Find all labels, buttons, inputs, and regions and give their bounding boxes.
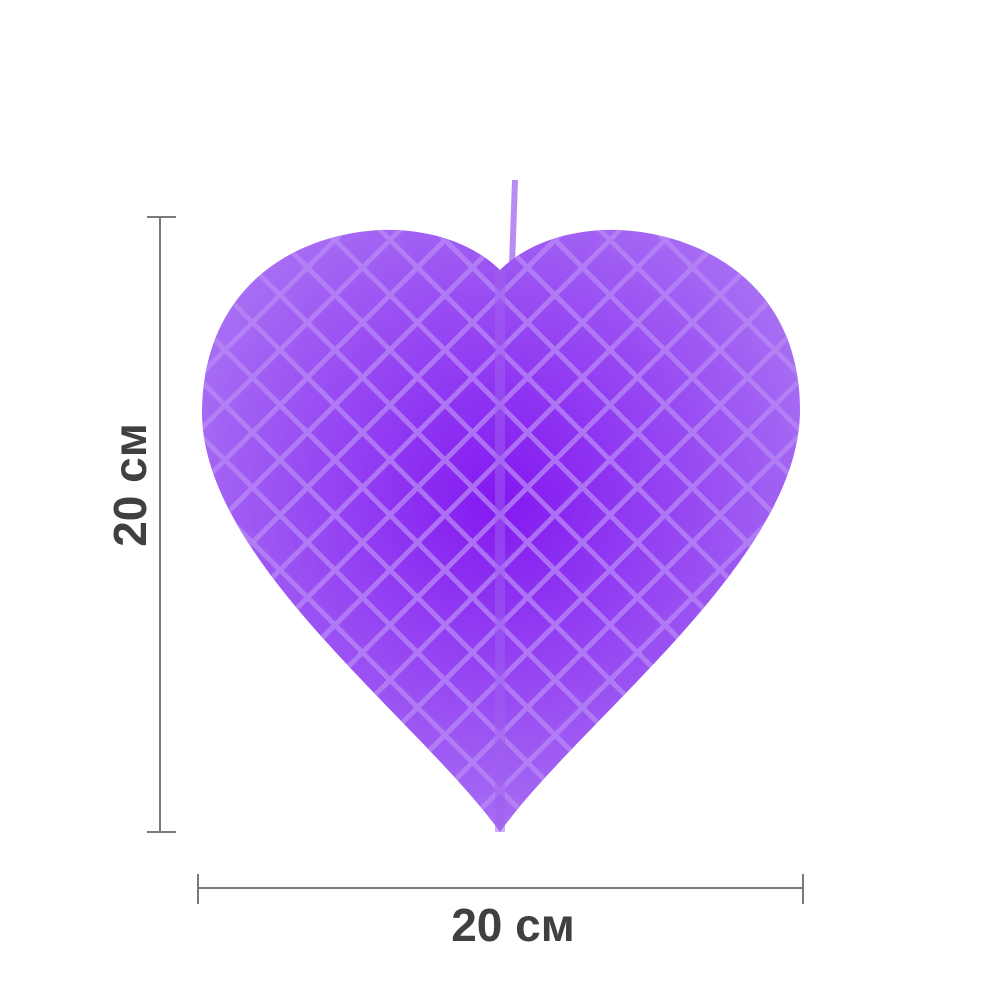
- lattice-line: [478, 229, 800, 547]
- lattice-line: [201, 488, 547, 832]
- lattice-line: [728, 758, 800, 832]
- width-label: 20 см: [451, 899, 575, 951]
- lattice-line: [398, 428, 800, 832]
- lattice-line: [201, 653, 382, 832]
- lattice-line: [533, 229, 800, 492]
- hanging-string: [509, 179, 518, 266]
- lattice-line: [201, 229, 577, 597]
- lattice-line: [201, 229, 467, 487]
- height-label: 20 см: [104, 423, 156, 547]
- width-dimension-line: [197, 874, 804, 904]
- lattice-line: [201, 229, 247, 267]
- lattice-line: [783, 813, 800, 832]
- lattice-line: [201, 818, 217, 832]
- lattice-line: [618, 648, 800, 832]
- heart-decoration: [201, 229, 800, 832]
- lattice-line: [453, 483, 800, 832]
- lattice-line: [201, 708, 327, 832]
- lattice-line: [201, 763, 272, 832]
- lattice-line: [201, 229, 412, 432]
- height-dimension-line: [147, 216, 176, 833]
- lattice-line: [423, 229, 800, 602]
- lattice-line: [673, 703, 800, 832]
- lattice-line: [201, 433, 602, 832]
- lattice-line: [588, 229, 800, 437]
- lattice-line: [753, 229, 800, 272]
- lattice-line: [643, 229, 800, 382]
